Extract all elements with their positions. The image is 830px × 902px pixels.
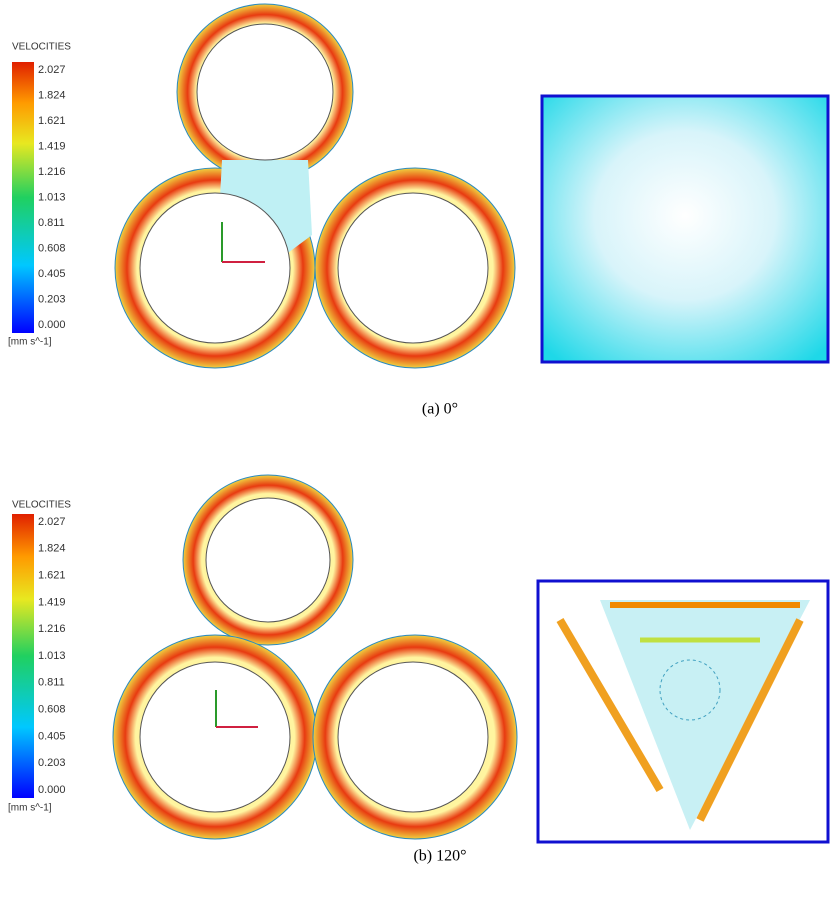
legend-tick-label: 1.419	[38, 596, 66, 608]
legend-tick-label: 1.824	[38, 543, 66, 555]
legend-tick-label: 1.013	[38, 650, 66, 662]
legend-tick-label: 0.811	[38, 677, 65, 689]
legend-tick-label: 0.608	[38, 704, 66, 716]
legend-tick-label: 1.216	[38, 623, 66, 635]
legend-tick-label: 1.013	[38, 191, 66, 203]
legend-tick-label: 2.027	[38, 516, 66, 528]
legend-tick-label: 0.608	[38, 242, 66, 254]
legend-title: VELOCITIES	[12, 42, 71, 53]
vortex-zoom-a	[540, 94, 830, 364]
legend-tick-label: 1.621	[38, 570, 66, 582]
legend-tick-label: 0.405	[38, 268, 66, 280]
legend-tick-label: 0.000	[38, 784, 66, 796]
legend-tick-label: 1.216	[38, 166, 66, 178]
caption: (b) 120°	[413, 848, 466, 865]
legend-tick-label: 1.419	[38, 140, 66, 152]
legend-unit: [mm s^-1]	[8, 803, 52, 814]
vortex-zoom-b	[536, 579, 830, 844]
legend-tick-label: 0.405	[38, 730, 66, 742]
colorbar	[12, 62, 34, 333]
legend-tick-label: 0.203	[38, 293, 66, 305]
legend-tick-label: 2.027	[38, 64, 66, 76]
legend-title: VELOCITIES	[12, 500, 71, 511]
caption: (a) 0°	[422, 401, 458, 418]
legend-tick-label: 0.000	[38, 319, 66, 331]
trefoil-a	[114, 3, 516, 369]
legend-tick-label: 0.203	[38, 757, 66, 769]
legend-unit: [mm s^-1]	[8, 337, 52, 348]
legend-tick-label: 0.811	[38, 217, 65, 229]
legend-tick-label: 1.824	[38, 89, 66, 101]
trefoil-b	[112, 474, 518, 840]
colorbar	[12, 514, 34, 798]
legend-tick-label: 1.621	[38, 115, 66, 127]
